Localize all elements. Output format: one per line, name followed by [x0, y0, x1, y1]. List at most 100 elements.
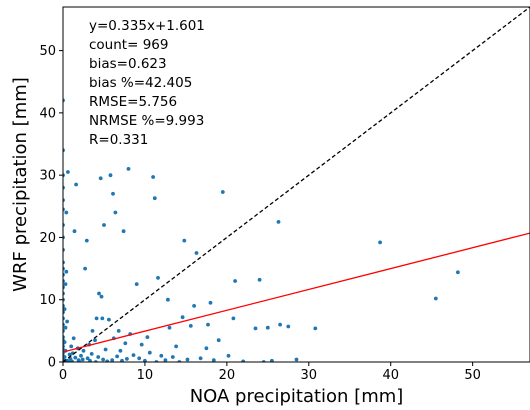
data-point-110 — [180, 315, 185, 320]
data-point-94 — [137, 356, 142, 361]
data-point-71 — [99, 294, 104, 299]
data-point-99 — [151, 175, 156, 179]
stat-line-0: y=0.335x+1.601 — [89, 18, 205, 34]
data-point-92 — [131, 353, 136, 357]
data-point-119 — [208, 300, 213, 305]
data-point-97 — [145, 335, 150, 339]
stat-line-3: bias %=42.405 — [89, 75, 192, 91]
x-axis-ticks: 0 10 20 30 40 50 — [59, 362, 481, 383]
data-point-113 — [188, 324, 193, 328]
statistics-annotation: y=0.335x+1.601 count= 969 bias=0.623 bias %… — [89, 18, 205, 148]
data-point-76 — [105, 359, 110, 362]
x-tick-label: 30 — [301, 368, 318, 383]
stat-line-5: NRMSE %=9.993 — [89, 113, 204, 129]
data-point-102 — [156, 276, 160, 280]
data-point-122 — [216, 338, 221, 343]
data-point-96 — [143, 358, 147, 362]
data-point-55 — [79, 353, 83, 358]
data-point-56 — [80, 357, 85, 362]
stat-line-2: bias=0.623 — [89, 56, 167, 72]
data-point-115 — [194, 251, 199, 255]
data-point-82 — [113, 210, 118, 215]
y-tick-label: 10 — [39, 293, 56, 308]
data-point-95 — [139, 342, 144, 347]
data-point-87 — [121, 229, 126, 234]
regression-line — [63, 232, 530, 353]
data-point-40 — [66, 170, 70, 174]
data-point-57 — [81, 348, 86, 353]
data-point-123 — [226, 353, 231, 358]
data-point-130 — [265, 325, 270, 330]
data-point-59 — [84, 238, 89, 243]
data-point-67 — [94, 316, 99, 321]
data-point-80 — [111, 191, 115, 196]
stat-line-1: count= 969 — [89, 37, 168, 53]
data-point-138 — [433, 296, 438, 301]
data-point-75 — [103, 347, 108, 352]
data-point-136 — [313, 326, 318, 331]
stat-line-6: R=0.331 — [89, 132, 148, 148]
data-point-134 — [286, 324, 291, 329]
y-tick-label: 0 — [48, 356, 56, 371]
data-points — [63, 98, 460, 362]
data-point-51 — [74, 182, 78, 187]
x-tick-label: 0 — [59, 368, 67, 383]
data-point-135 — [294, 357, 299, 362]
data-point-45 — [69, 344, 74, 349]
data-point-126 — [241, 359, 246, 362]
data-point-39 — [65, 319, 69, 324]
data-point-78 — [108, 173, 113, 178]
y-tick-label: 40 — [39, 106, 56, 121]
data-point-35 — [63, 307, 67, 311]
data-point-120 — [211, 358, 216, 362]
data-point-70 — [98, 176, 103, 181]
y-axis-ticks: 0 10 20 30 40 50 — [39, 44, 63, 371]
data-point-31 — [63, 355, 67, 359]
data-point-137 — [378, 240, 382, 245]
data-point-133 — [278, 322, 282, 327]
x-axis-label: NOA precipitation [mm] — [190, 386, 404, 407]
data-point-64 — [90, 329, 95, 333]
y-axis-label: WRF precipitation [mm] — [10, 77, 31, 292]
data-point-106 — [167, 325, 172, 330]
data-point-34 — [63, 325, 68, 330]
data-point-85 — [118, 348, 123, 353]
x-tick-label: 40 — [382, 368, 399, 383]
x-tick-label: 20 — [219, 368, 236, 383]
stat-line-4: RMSE=5.756 — [89, 94, 177, 110]
data-point-117 — [204, 346, 209, 351]
x-tick-label: 50 — [464, 368, 481, 383]
data-point-86 — [120, 358, 124, 362]
data-point-37 — [64, 269, 69, 274]
data-point-112 — [185, 357, 190, 362]
data-point-132 — [276, 220, 281, 224]
data-point-100 — [152, 196, 157, 201]
data-point-65 — [93, 338, 97, 343]
data-point-58 — [83, 266, 87, 271]
data-point-36 — [63, 282, 68, 286]
data-point-89 — [125, 357, 129, 361]
y-tick-label: 20 — [39, 231, 56, 246]
data-point-125 — [233, 279, 238, 283]
data-point-103 — [159, 353, 164, 358]
data-point-93 — [134, 282, 139, 286]
data-point-48 — [71, 336, 76, 341]
data-point-63 — [89, 352, 94, 356]
reference-lines — [63, 7, 530, 362]
data-point-111 — [182, 238, 187, 243]
data-point-116 — [198, 356, 203, 361]
data-point-46 — [70, 359, 74, 362]
y-tick-label: 30 — [39, 169, 56, 184]
data-point-83 — [115, 354, 119, 359]
y-tick-label: 50 — [39, 44, 56, 59]
data-point-128 — [257, 277, 262, 282]
data-point-124 — [231, 316, 236, 321]
data-point-127 — [253, 326, 258, 331]
data-point-60 — [85, 356, 90, 361]
data-point-84 — [116, 329, 121, 333]
identity-line — [63, 7, 530, 362]
data-point-74 — [102, 223, 106, 227]
data-point-41 — [64, 210, 69, 215]
x-tick-label: 10 — [137, 368, 154, 383]
